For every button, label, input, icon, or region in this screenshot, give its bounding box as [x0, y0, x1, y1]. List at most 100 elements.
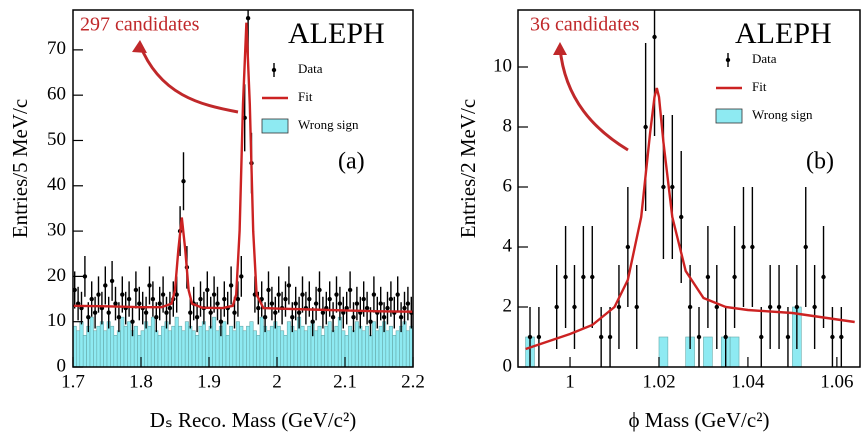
- data-point: [337, 301, 343, 306]
- data-point: [368, 319, 373, 324]
- wrong-sign-bar: [82, 334, 87, 367]
- legend-label: Wrong sign: [752, 107, 813, 122]
- data-point: [143, 310, 149, 315]
- wrong-sign-bar: [225, 334, 230, 367]
- data-point: [181, 179, 186, 184]
- data-point: [86, 314, 91, 320]
- x-axis-label: Dₛ Reco. Mass (GeV/c²): [150, 408, 357, 432]
- y-tick-label: 30: [47, 219, 66, 240]
- wrong-sign-bar: [317, 325, 322, 367]
- data-point: [167, 305, 173, 311]
- wrong-sign-bar: [269, 325, 274, 367]
- wrong-sign-bar: [157, 334, 162, 367]
- data-point: [215, 301, 220, 306]
- data-point: [344, 305, 349, 311]
- data-point: [347, 287, 353, 293]
- data-point: [164, 310, 169, 315]
- wrong-sign-bar: [388, 325, 393, 367]
- wrong-sign-bar: [103, 330, 108, 367]
- data-point: [581, 274, 586, 280]
- data-point: [330, 314, 336, 320]
- x-tick-label: 1.06: [820, 371, 853, 392]
- data-point: [313, 301, 319, 306]
- data-point: [732, 274, 737, 280]
- wrong-sign-bar: [361, 330, 366, 367]
- data-point: [92, 310, 98, 315]
- wrong-sign-bar: [181, 330, 186, 367]
- y-tick-label: 2: [503, 295, 513, 316]
- wrong-sign-bar: [314, 330, 319, 367]
- legend-label: Fit: [752, 79, 767, 94]
- wrong-sign-bar: [324, 325, 329, 367]
- experiment-label: ALEPH: [735, 17, 832, 50]
- x-tick-label: 1.02: [642, 371, 675, 392]
- data-point: [364, 305, 370, 311]
- data-point: [283, 296, 288, 302]
- data-point: [266, 287, 271, 293]
- data-point: [402, 305, 407, 311]
- arrow-head: [553, 42, 567, 55]
- data-point: [696, 334, 702, 340]
- axes-frame: [72, 9, 414, 368]
- data-point: [245, 15, 251, 21]
- data-point: [150, 296, 156, 302]
- wrong-sign-bar: [116, 330, 121, 367]
- data-point: [371, 292, 377, 297]
- data-point: [293, 301, 298, 306]
- y-tick-label: 70: [47, 38, 66, 59]
- data-point: [256, 305, 261, 311]
- data-point: [286, 283, 292, 288]
- wrong-sign-bar: [399, 325, 404, 367]
- wrong-sign-bar: [215, 330, 220, 367]
- wrong-sign-bar: [358, 325, 363, 367]
- data-point: [351, 314, 356, 320]
- data-point: [103, 283, 108, 288]
- data-point: [334, 292, 339, 297]
- wrong-sign-bar: [123, 325, 128, 367]
- x-tick-label: 1.04: [731, 371, 765, 392]
- data-point: [785, 334, 791, 340]
- wrong-sign-bar: [188, 325, 193, 367]
- data-point: [405, 301, 411, 306]
- wrong-sign-bar: [76, 330, 81, 367]
- wrong-sign-bar: [93, 330, 98, 367]
- data-point: [327, 296, 332, 302]
- data-point: [794, 304, 800, 310]
- data-point: [679, 214, 684, 220]
- wrong-sign-bar: [242, 330, 247, 367]
- data-point: [625, 244, 631, 250]
- data-point: [82, 274, 88, 279]
- arrow: [558, 47, 629, 152]
- arrow-head: [132, 40, 147, 53]
- wrong-sign-bar: [395, 330, 400, 367]
- annotation: 36 candidates: [530, 14, 640, 36]
- experiment-label: ALEPH: [288, 17, 385, 50]
- data-point: [133, 287, 139, 293]
- data-point: [317, 287, 322, 293]
- axes-frame: [517, 9, 861, 368]
- data-point: [714, 304, 719, 310]
- data-point: [235, 296, 241, 302]
- y-tick-label: 10: [493, 55, 512, 76]
- data-point: [723, 334, 728, 340]
- data-point: [598, 334, 604, 340]
- wrong-sign-bar: [703, 336, 713, 367]
- data-point: [106, 310, 111, 315]
- data-point: [590, 274, 595, 280]
- data-point: [239, 274, 244, 279]
- y-tick-label: 8: [503, 115, 513, 136]
- wrong-sign-bar: [222, 321, 227, 367]
- y-tick-label: 10: [47, 310, 66, 331]
- x-tick-label: 2: [272, 371, 282, 392]
- plot-panel: 1.7 1.8 1.9 2 2.1 2.2 0 10 20 30 40 50 60 70 Dₛ Reco. …: [8, 9, 425, 432]
- wrong-sign-bar: [99, 321, 104, 367]
- wrong-sign-bar: [198, 325, 203, 367]
- y-tick-label: 6: [503, 175, 513, 196]
- wrong-sign-bar: [280, 330, 285, 367]
- wrong-sign-bar: [256, 334, 261, 367]
- wrong-sign-bar: [405, 330, 410, 367]
- data-point: [218, 319, 224, 324]
- data-point: [527, 334, 533, 340]
- wrong-sign-bar: [331, 330, 336, 367]
- data-point: [222, 296, 227, 302]
